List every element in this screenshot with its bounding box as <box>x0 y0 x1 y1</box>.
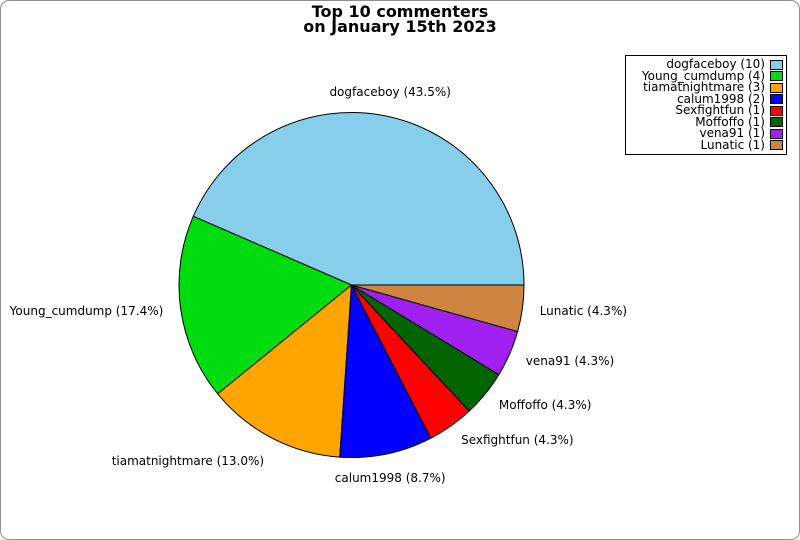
legend-swatch-vena91 <box>770 128 783 139</box>
legend-label-dogfaceboy: dogfaceboy (10) <box>666 57 765 72</box>
legend-label-Sexfightfun: Sexfightfun (1) <box>675 103 765 118</box>
legend-row-Moffoffo: Moffoffo (1) <box>629 114 783 129</box>
legend-swatch-dogfaceboy <box>770 59 783 70</box>
legend-swatch-tiamatnightmare <box>770 82 783 93</box>
pie-slice-Lunatic <box>351 284 525 333</box>
chart-title: Top 10 commenters on January 15th 2023 <box>1 2 799 36</box>
legend-label-calum1998: calum1998 (2) <box>677 91 765 106</box>
pie-label-calum1998: calum1998 (8.7%) <box>334 471 446 485</box>
pie-slice-Young_cumdump <box>178 215 352 395</box>
pie-label-Sexfightfun: Sexfightfun (4.3%) <box>461 433 574 448</box>
pie-slice-dogfaceboy <box>192 112 525 286</box>
legend-swatch-Sexfightfun <box>770 105 783 116</box>
legend-box: dogfaceboy (10) Young_cumdump (4) tiamatni… <box>625 55 787 155</box>
legend-row-dogfaceboy: dogfaceboy (10) <box>629 57 783 72</box>
pie-label-vena91: vena91 (4.3%) <box>525 353 615 368</box>
legend-row-Lunatic: Lunatic (1) <box>629 137 783 152</box>
legend-swatch-Young_cumdump <box>770 71 783 82</box>
legend-row-vena91: vena91 (1) <box>629 126 783 141</box>
legend-swatch-Lunatic <box>770 140 783 151</box>
pie-label-tiamatnightmare: tiamatnightmare (13.0%) <box>111 453 265 468</box>
legend-label-Young_cumdump: Young_cumdump (4) <box>641 68 765 83</box>
legend-label-Lunatic: Lunatic (1) <box>700 137 766 152</box>
pie-label-dogfaceboy: dogfaceboy (43.5%) <box>329 85 451 99</box>
pie-slice-tiamatnightmare <box>217 284 352 458</box>
legend-row-calum1998: calum1998 (2) <box>629 91 783 106</box>
legend-label-tiamatnightmare: tiamatnightmare (3) <box>643 80 765 95</box>
legend-row-tiamatnightmare: tiamatnightmare (3) <box>629 80 783 95</box>
legend-label-Moffoffo: Moffoffo (1) <box>695 114 765 129</box>
legend-row-Sexfightfun: Sexfightfun (1) <box>629 103 783 118</box>
chart-title-line2: on January 15th 2023 <box>303 17 497 36</box>
chart-title-line1: Top 10 commenters <box>311 2 489 21</box>
pie-label-Moffoffo: Moffoffo (4.3%) <box>498 397 592 412</box>
pie-slice-calum1998 <box>339 284 432 458</box>
legend-swatch-calum1998 <box>770 94 783 105</box>
legend-label-vena91: vena91 (1) <box>699 126 765 141</box>
legend-swatch-Moffoffo <box>770 117 783 128</box>
pie-label-Lunatic: Lunatic (4.3%) <box>539 303 628 318</box>
legend-row-Young_cumdump: Young_cumdump (4) <box>629 68 783 83</box>
pie-label-Young_cumdump: Young_cumdump (17.4%) <box>9 303 164 318</box>
